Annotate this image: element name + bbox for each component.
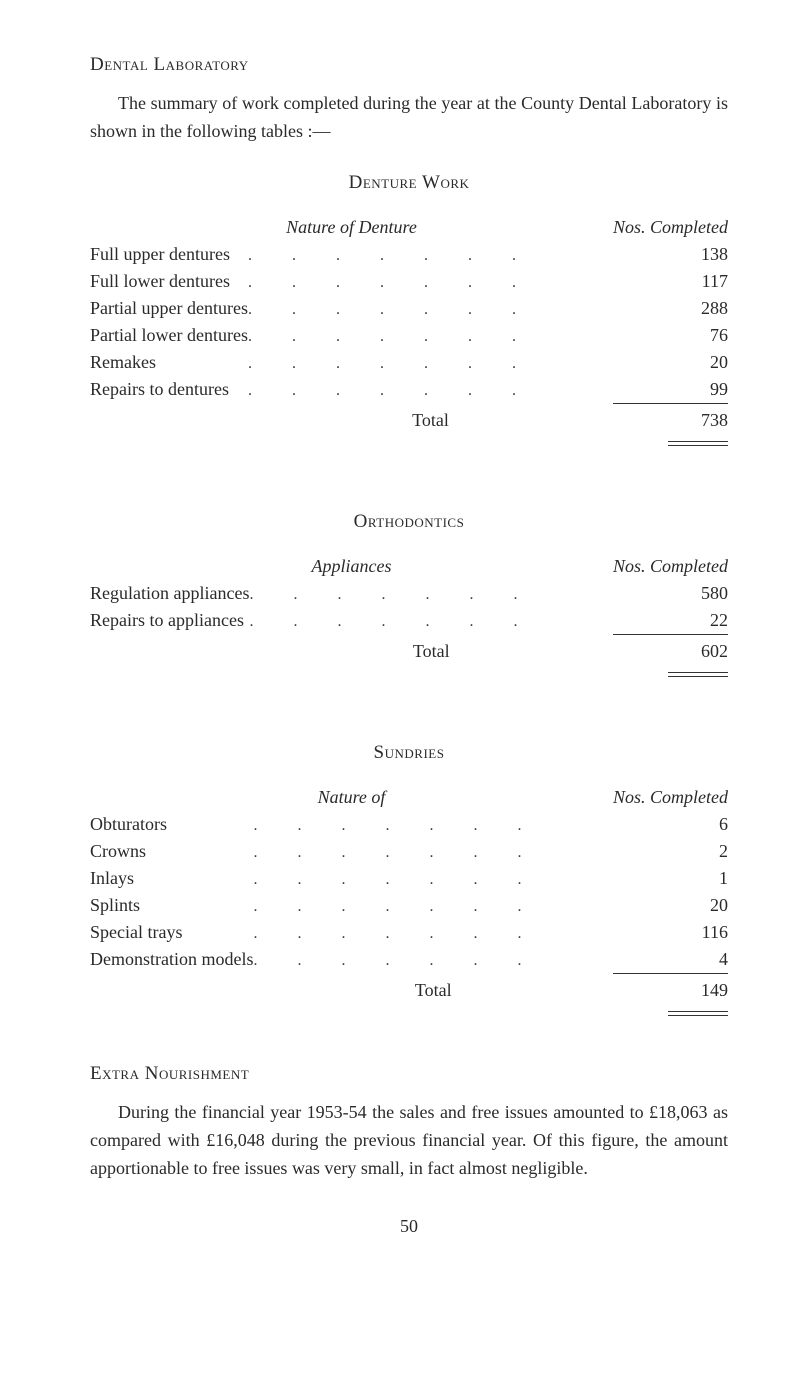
col-head-nature-of: Nature of (90, 784, 613, 811)
denture-rows: Full upper dentures. . . . . . .138Full … (90, 241, 728, 404)
row-label: Special trays (90, 919, 253, 946)
leader-dots: . . . . . . . (249, 607, 613, 635)
row-label: Partial lower dentures (90, 322, 248, 349)
row-value: 1 (613, 865, 728, 892)
row-label: Inlays (90, 865, 253, 892)
row-label: Regulation appliances (90, 580, 249, 607)
ortho-rows: Regulation appliances. . . . . . .580Rep… (90, 580, 728, 635)
table-row: Full upper dentures. . . . . . .138 (90, 241, 728, 268)
leader-dots: . . . . . . . (248, 349, 613, 376)
denture-total-value: 738 (613, 403, 728, 434)
row-label: Repairs to appliances (90, 607, 249, 635)
row-label: Full upper dentures (90, 241, 248, 268)
leader-dots: . . . . . . . (253, 838, 613, 865)
row-value: 99 (613, 376, 728, 404)
row-label: Full lower dentures (90, 268, 248, 295)
row-value: 20 (613, 892, 728, 919)
sundries-total-value: 149 (613, 973, 728, 1004)
leader-dots: . . . . . . . (253, 919, 613, 946)
col-head-appliances: Appliances (90, 553, 613, 580)
page: Dental Laboratory The summary of work co… (0, 0, 800, 1277)
table-row: Inlays. . . . . . .1 (90, 865, 728, 892)
table-row: Splints. . . . . . .20 (90, 892, 728, 919)
row-label: Obturators (90, 811, 253, 838)
leader-dots: . . . . . . . (248, 268, 613, 295)
ortho-total-row: Total 602 (90, 634, 728, 665)
dental-intro-paragraph: The summary of work completed during the… (90, 90, 728, 146)
table-title-denture-work: Denture Work (90, 172, 728, 194)
row-value: 76 (613, 322, 728, 349)
leader-dots: . . . . . . . (253, 946, 613, 974)
table-row: Crowns. . . . . . .2 (90, 838, 728, 865)
sundries-total-label: Total (253, 973, 613, 1004)
table-row: Demonstration models. . . . . . .4 (90, 946, 728, 974)
leader-dots: . . . . . . . (248, 295, 613, 322)
col-head-nature: Nature of Denture (90, 214, 613, 241)
sundries-total-row: Total 149 (90, 973, 728, 1004)
table-title-orthodontics: Orthodontics (90, 511, 728, 533)
row-value: 288 (613, 295, 728, 322)
row-value: 116 (613, 919, 728, 946)
leader-dots: . . . . . . . (248, 322, 613, 349)
table-row: Repairs to dentures. . . . . . .99 (90, 376, 728, 404)
row-value: 580 (613, 580, 728, 607)
leader-dots: . . . . . . . (248, 241, 613, 268)
row-label: Repairs to dentures (90, 376, 248, 404)
col-head-nos: Nos. Completed (613, 214, 728, 241)
row-label: Remakes (90, 349, 248, 376)
table-row: Full lower dentures. . . . . . .117 (90, 268, 728, 295)
table-title-sundries: Sundries (90, 742, 728, 764)
orthodontics-table: Appliances Nos. Completed Regulation app… (90, 553, 728, 680)
row-value: 22 (613, 607, 728, 635)
extra-nourishment-paragraph: During the financial year 1953-54 the sa… (90, 1099, 728, 1183)
leader-dots: . . . . . . . (253, 892, 613, 919)
denture-work-table: Nature of Denture Nos. Completed Full up… (90, 214, 728, 449)
row-value: 2 (613, 838, 728, 865)
double-rule (668, 672, 728, 677)
section-title-dental-lab: Dental Laboratory (90, 54, 728, 76)
leader-dots: . . . . . . . (248, 376, 613, 404)
table-row: Special trays. . . . . . .116 (90, 919, 728, 946)
sundries-rows: Obturators. . . . . . .6Crowns. . . . . … (90, 811, 728, 974)
table-row: Repairs to appliances. . . . . . .22 (90, 607, 728, 635)
leader-dots: . . . . . . . (249, 580, 613, 607)
table-row: Remakes. . . . . . .20 (90, 349, 728, 376)
table-row: Partial lower dentures. . . . . . .76 (90, 322, 728, 349)
denture-total-row: Total 738 (90, 403, 728, 434)
table-row: Regulation appliances. . . . . . .580 (90, 580, 728, 607)
sundries-table: Nature of Nos. Completed Obturators. . .… (90, 784, 728, 1019)
denture-total-label: Total (248, 403, 613, 434)
row-value: 4 (613, 946, 728, 974)
row-value: 20 (613, 349, 728, 376)
row-value: 6 (613, 811, 728, 838)
row-label: Demonstration models (90, 946, 253, 974)
row-label: Partial upper dentures (90, 295, 248, 322)
double-rule (668, 441, 728, 446)
table-row: Obturators. . . . . . .6 (90, 811, 728, 838)
page-folio: 50 (90, 1216, 728, 1237)
row-label: Crowns (90, 838, 253, 865)
col-head-nos-sund: Nos. Completed (613, 784, 728, 811)
ortho-total-value: 602 (613, 634, 728, 665)
col-head-nos-ortho: Nos. Completed (613, 553, 728, 580)
ortho-total-label: Total (249, 634, 613, 665)
leader-dots: . . . . . . . (253, 865, 613, 892)
leader-dots: . . . . . . . (253, 811, 613, 838)
double-rule (668, 1011, 728, 1016)
row-label: Splints (90, 892, 253, 919)
row-value: 138 (613, 241, 728, 268)
table-row: Partial upper dentures. . . . . . .288 (90, 295, 728, 322)
row-value: 117 (613, 268, 728, 295)
section-title-extra-nourishment: Extra Nourishment (90, 1063, 728, 1085)
